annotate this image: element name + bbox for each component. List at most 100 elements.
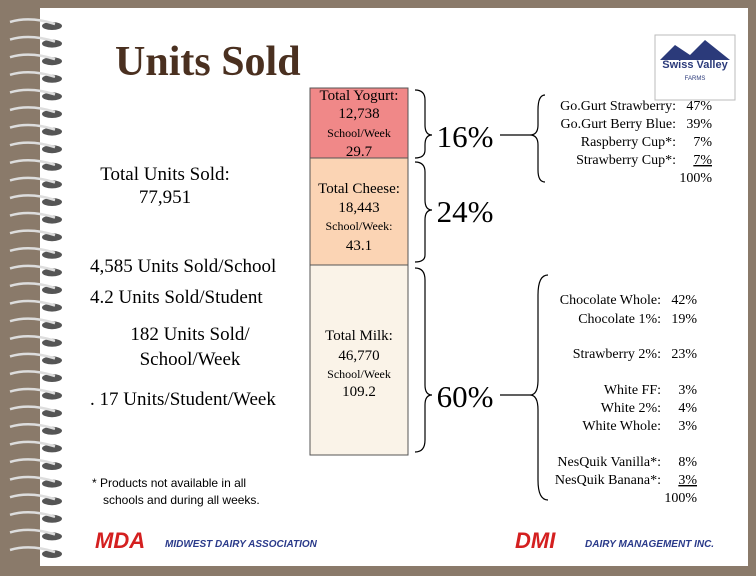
coil-wire xyxy=(9,493,56,501)
footnote: * Products not available in all xyxy=(92,476,246,490)
per-school: 4,585 Units Sold/School xyxy=(90,256,276,277)
coil xyxy=(42,321,62,330)
coil xyxy=(42,497,62,506)
spiral-binding xyxy=(9,18,62,558)
coil-wire xyxy=(9,71,56,78)
coil-wire xyxy=(9,247,56,254)
footnote: schools and during all weeks. xyxy=(103,493,260,507)
coil-wire xyxy=(9,440,56,448)
coil-wire xyxy=(9,370,56,378)
segment-text: 29.7 xyxy=(346,144,373,160)
coil xyxy=(42,110,62,118)
segment-text: 109.2 xyxy=(342,384,376,400)
cheese-segment xyxy=(309,157,409,266)
coil-wire xyxy=(9,458,56,466)
coil xyxy=(42,391,62,400)
item-label: White 2%: xyxy=(601,401,661,416)
segment-text: Total Yogurt: xyxy=(320,88,399,104)
coil xyxy=(42,268,62,277)
coil xyxy=(42,479,62,488)
coil xyxy=(42,514,62,523)
item-label: White FF: xyxy=(604,383,661,398)
percent: 16% xyxy=(437,119,494,154)
item-value: 8% xyxy=(678,455,697,470)
coil-wire xyxy=(9,317,56,325)
coil-wire xyxy=(9,88,56,96)
per-school-week: 182 Units Sold/ xyxy=(130,324,250,345)
mda-logo: MDA xyxy=(95,528,145,553)
item-value: 3% xyxy=(678,383,697,398)
coil xyxy=(42,215,62,224)
coil xyxy=(42,462,62,470)
coil-wire xyxy=(9,264,56,272)
logo-sub: FARMS xyxy=(685,76,706,82)
dmi-logo: DMI xyxy=(515,528,556,553)
coil-wire xyxy=(9,141,56,149)
item-label: Go.Gurt Strawberry: xyxy=(560,99,676,114)
item-value: 100% xyxy=(664,491,697,506)
title: Units Sold xyxy=(115,39,301,85)
item-value: 42% xyxy=(671,293,697,308)
logo-mountains xyxy=(660,40,730,60)
item-value: 4% xyxy=(678,401,697,416)
segment-text: School/Week xyxy=(327,367,391,381)
coil-wire xyxy=(9,387,56,395)
item-value: 100% xyxy=(679,171,712,186)
segment-text: 18,443 xyxy=(338,200,379,216)
coil-wire xyxy=(9,194,56,202)
coil xyxy=(42,22,62,30)
coil-wire xyxy=(9,35,56,43)
item-value: 7% xyxy=(693,153,712,168)
coil xyxy=(42,233,62,242)
coil xyxy=(42,303,62,312)
item-value: 23% xyxy=(671,347,697,362)
coil xyxy=(42,550,62,558)
item-label: Strawberry 2%: xyxy=(573,347,661,362)
item-label: Go.Gurt Berry Blue: xyxy=(561,117,676,132)
coil-wire xyxy=(9,475,56,483)
coil xyxy=(42,426,62,435)
item-value: 7% xyxy=(693,135,712,150)
total-label: Total Units Sold: xyxy=(100,164,230,185)
segment-text: Total Cheese: xyxy=(318,181,400,197)
segment-text: School/Week xyxy=(327,126,391,140)
mda-name: MIDWEST DAIRY ASSOCIATION xyxy=(165,539,318,550)
coil-wire xyxy=(9,546,56,554)
coil xyxy=(42,57,62,66)
coil xyxy=(42,338,62,347)
per-school-week: School/Week xyxy=(140,349,241,370)
coil xyxy=(42,180,62,189)
coil-wire xyxy=(9,176,56,184)
coil-wire xyxy=(9,229,56,237)
item-label: Chocolate Whole: xyxy=(560,293,661,308)
item-value: 47% xyxy=(686,99,712,114)
item-value: 19% xyxy=(671,312,697,327)
segment-text: Total Milk: xyxy=(325,328,393,344)
coil xyxy=(42,74,62,83)
coil-wire xyxy=(9,528,56,536)
coil-wire xyxy=(9,159,56,166)
yogurt-segment xyxy=(309,87,409,159)
coil-wire xyxy=(9,106,56,114)
segment-text: 46,770 xyxy=(338,348,379,364)
coil-wire xyxy=(9,282,56,290)
segment-text: School/Week: xyxy=(325,219,392,233)
item-label: White Whole: xyxy=(582,419,661,434)
logo xyxy=(654,34,736,101)
item-label: NesQuik Vanilla*: xyxy=(557,455,661,470)
coil xyxy=(42,356,62,365)
percent: 60% xyxy=(437,379,494,414)
coil xyxy=(42,198,62,206)
coil xyxy=(42,409,62,418)
coil xyxy=(42,532,62,541)
total-value: 77,951 xyxy=(139,187,191,208)
coil xyxy=(42,374,62,382)
coil xyxy=(42,286,62,294)
coil-wire xyxy=(9,511,56,518)
coil xyxy=(42,162,62,171)
segment-text: 12,738 xyxy=(338,106,379,122)
item-value: 39% xyxy=(686,117,712,132)
coil xyxy=(42,250,62,259)
item-label: Chocolate 1%: xyxy=(578,312,661,327)
